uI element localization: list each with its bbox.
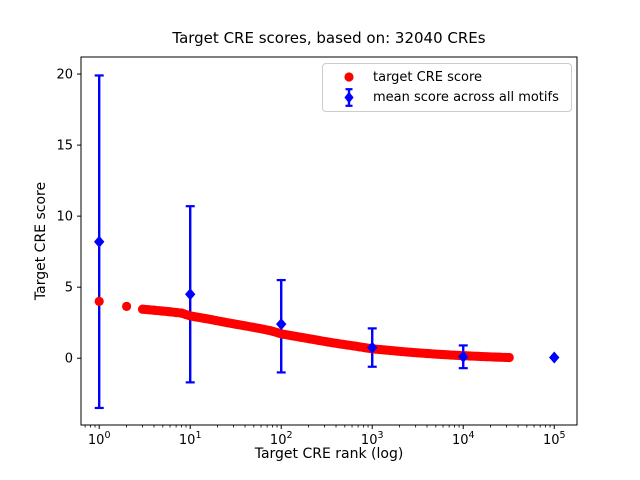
mean-score-diamond — [458, 350, 469, 363]
legend-item-label: target CRE score — [373, 69, 483, 85]
legend-item-label: mean score across all motifs — [373, 90, 559, 105]
x-tick-label: 102 — [270, 430, 293, 448]
mean-score-diamond — [94, 235, 105, 248]
mean-score-diamond — [549, 351, 560, 364]
mean-score-diamond — [367, 341, 378, 354]
x-tick-label: 104 — [452, 430, 475, 448]
target-score-dot — [94, 296, 104, 306]
target-score-dot — [504, 352, 514, 363]
y-tick-label: 0 — [65, 352, 73, 367]
legend: target CRE score mean score across all m… — [322, 63, 572, 112]
y-tick-label: 10 — [56, 210, 73, 225]
blue-diamond-errorbar-icon — [337, 87, 361, 108]
mean-score-diamond — [276, 318, 287, 331]
legend-item-mean: mean score across all motifs — [329, 87, 565, 108]
red-circle-icon — [337, 70, 361, 84]
y-axis-label: Target CRE score — [33, 181, 49, 301]
axes-spines — [80, 56, 578, 426]
x-axis-label: Target CRE rank (log) — [254, 446, 404, 462]
target-score-dot — [121, 301, 132, 311]
chart-title: Target CRE scores, based on: 32040 CREs — [172, 29, 486, 47]
y-tick-label: 5 — [65, 281, 73, 296]
x-tick-label: 103 — [361, 430, 384, 448]
x-tick-label: 105 — [543, 430, 566, 448]
legend-item-target: target CRE score — [329, 67, 565, 87]
mean-score-diamond — [185, 288, 196, 301]
y-tick-label: 15 — [56, 139, 73, 154]
x-tick-label: 101 — [179, 430, 202, 448]
x-tick-label: 100 — [88, 430, 111, 448]
y-tick-label: 20 — [56, 68, 73, 83]
